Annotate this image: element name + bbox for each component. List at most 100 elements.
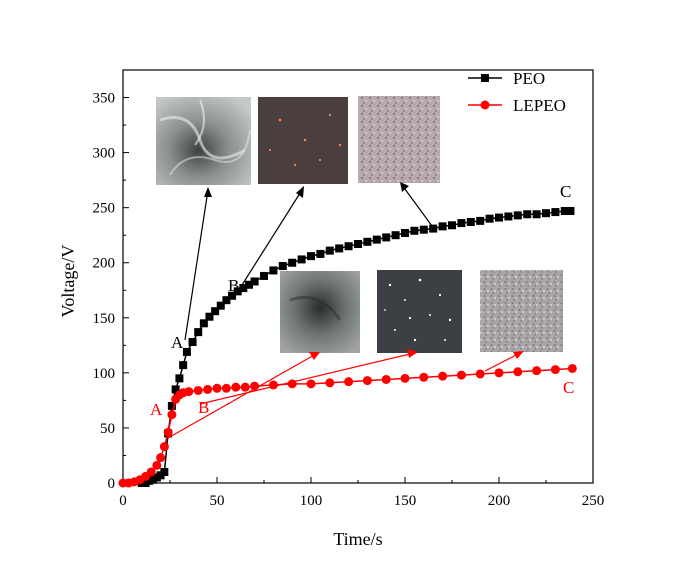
peo-point	[211, 307, 220, 316]
lepeo-stage-b-micrograph	[377, 270, 462, 353]
legend-lepeo-label: LEPEO	[513, 96, 566, 115]
peo-point	[288, 258, 297, 267]
x-tick-label: 200	[488, 493, 511, 509]
lepeo-point	[362, 376, 372, 386]
peo-point	[269, 266, 278, 275]
lepeo-point	[221, 383, 231, 393]
lepeo-point	[156, 453, 166, 463]
peo-stage-b-label: B	[228, 276, 239, 295]
x-tick-label: 150	[394, 493, 417, 509]
y-tick-label: 300	[93, 146, 116, 162]
legend-peo-marker	[481, 74, 489, 82]
lepeo-c-arrowhead	[513, 351, 524, 359]
peo-point	[325, 246, 334, 255]
legend-peo-label: PEO	[513, 69, 545, 88]
x-tick-label: 250	[582, 493, 605, 509]
lepeo-stage-a-micrograph	[280, 271, 360, 353]
lepeo-point	[456, 370, 466, 380]
lepeo-point	[212, 383, 222, 393]
peo-point	[228, 291, 237, 300]
peo-point	[171, 385, 180, 394]
lepeo-point	[567, 363, 577, 373]
peo-point	[560, 206, 569, 215]
lepeo-stage-b-label: B	[198, 398, 209, 417]
peo-point	[244, 280, 253, 289]
peo-point	[344, 242, 353, 251]
peo-point	[513, 211, 522, 220]
lepeo-point	[152, 460, 162, 470]
peo-point	[363, 237, 372, 246]
peo-stage-c-micrograph	[358, 96, 440, 183]
legend: PEO LEPEO	[468, 69, 566, 115]
peo-b-arrow	[241, 189, 303, 286]
lepeo-a-arrowhead	[309, 352, 320, 360]
lepeo-point	[163, 427, 173, 437]
stage-labels: A B C A B C	[150, 182, 574, 419]
x-tick-label: 50	[210, 493, 225, 509]
lepeo-point	[513, 367, 523, 377]
peo-point	[222, 296, 231, 305]
lepeo-stage-c-label: C	[563, 378, 574, 397]
peo-point	[438, 222, 447, 231]
x-axis-ticks: 0 50 100 150 200 250	[119, 477, 604, 509]
peo-point	[391, 231, 400, 240]
peo-c-arrow	[401, 184, 433, 227]
peo-point	[260, 271, 268, 280]
lepeo-stage-a-label: A	[150, 400, 163, 419]
peo-point	[485, 214, 494, 223]
x-axis-label: Time/s	[333, 529, 382, 549]
peo-point	[205, 312, 214, 321]
legend-lepeo-marker	[480, 100, 490, 110]
peo-point	[316, 249, 325, 258]
lepeo-series	[118, 363, 577, 488]
y-tick-label: 200	[93, 256, 116, 272]
y-tick-label: 100	[93, 366, 116, 382]
peo-a-arrow	[184, 189, 209, 341]
lepeo-point	[419, 372, 429, 382]
peo-point	[194, 328, 203, 337]
lepeo-a-arrow	[167, 353, 317, 439]
lepeo-b-arrow	[199, 352, 415, 405]
lepeo-point	[167, 410, 177, 420]
peo-point	[382, 233, 391, 242]
peo-stage-a-label: A	[171, 333, 184, 352]
peo-b-arrowhead	[296, 186, 304, 198]
y-tick-label: 350	[93, 91, 116, 107]
peo-point	[335, 244, 344, 253]
lepeo-point	[203, 384, 213, 394]
peo-point	[182, 347, 191, 356]
peo-point	[278, 262, 287, 271]
lepeo-point	[240, 382, 250, 392]
lepeo-point	[268, 380, 278, 390]
peo-point	[401, 228, 409, 237]
lepeo-point	[475, 369, 485, 379]
peo-point	[307, 252, 315, 261]
peo-point	[199, 319, 208, 328]
lepeo-point	[344, 377, 354, 387]
y-axis-label: Voltage/V	[58, 245, 78, 318]
peo-a-arrowhead	[204, 187, 212, 197]
peo-point	[239, 284, 248, 293]
peo-point	[504, 212, 513, 221]
peo-point	[457, 219, 466, 228]
inset-images	[156, 96, 563, 353]
y-tick-label: 250	[93, 201, 116, 217]
peo-point	[233, 287, 242, 296]
peo-stage-a-micrograph	[156, 97, 251, 185]
peo-point	[410, 226, 419, 235]
peo-point	[429, 224, 438, 233]
peo-point	[216, 301, 225, 310]
peo-point	[372, 235, 381, 244]
peo-point	[532, 210, 541, 219]
lepeo-point	[494, 368, 504, 378]
lepeo-point	[306, 379, 316, 389]
lepeo-point	[438, 371, 448, 381]
stage-arrows	[167, 182, 524, 439]
peo-point	[354, 240, 362, 249]
peo-point	[523, 210, 532, 219]
peo-point	[495, 213, 503, 222]
y-tick-label: 150	[93, 311, 116, 327]
peo-point	[542, 209, 550, 218]
lepeo-point	[381, 374, 391, 384]
